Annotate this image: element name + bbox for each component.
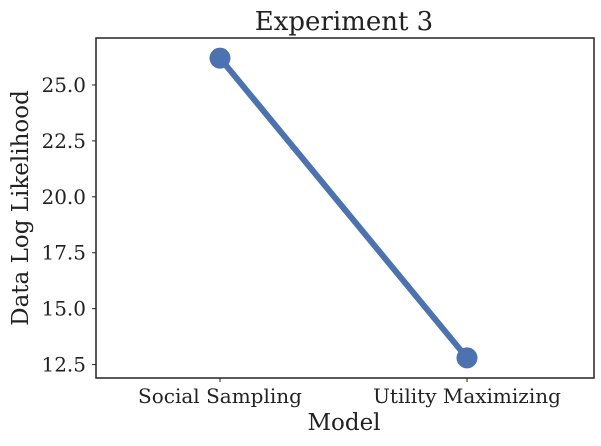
plot-frame xyxy=(95,37,595,379)
y-tick-label: 25.0 xyxy=(41,73,86,97)
x-tick-label: Utility Maximizing xyxy=(373,384,561,408)
x-tick-label: Social Sampling xyxy=(138,384,302,408)
y-axis-label: Data Log Likelihood xyxy=(8,90,34,326)
y-tick-label: 15.0 xyxy=(41,297,86,321)
y-tick-label: 20.0 xyxy=(41,185,86,209)
chart-title: Experiment 3 xyxy=(255,7,433,37)
series-layer xyxy=(209,47,478,369)
y-tick-label: 17.5 xyxy=(41,241,86,265)
y-tick-label: 12.5 xyxy=(41,353,86,377)
series-line xyxy=(217,55,470,361)
data-point xyxy=(209,47,231,69)
data-point xyxy=(456,347,478,369)
x-axis-label: Model xyxy=(307,410,380,436)
y-axis: 12.5 15.0 17.5 20.0 22.5 25.0 xyxy=(41,73,96,377)
x-axis: Social Sampling Utility Maximizing xyxy=(138,378,561,408)
y-tick-label: 22.5 xyxy=(41,129,86,153)
